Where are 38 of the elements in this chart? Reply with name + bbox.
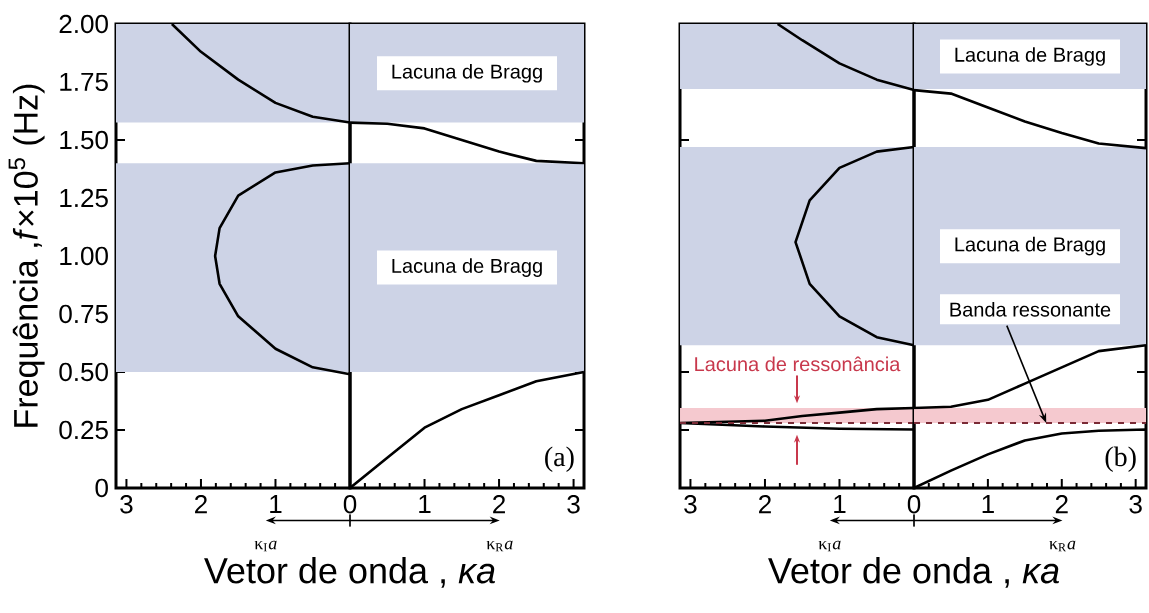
band-label: Lacuna de Bragg xyxy=(955,236,1105,256)
annotation: (b) xyxy=(1105,446,1136,472)
x-tick-label: 2 xyxy=(493,495,505,514)
x-tick-label: 2 xyxy=(759,495,771,514)
y-tick-label: 1.25 xyxy=(60,188,108,208)
band-label: Lacuna de Bragg xyxy=(955,47,1105,66)
text: κ$_{R}$a xyxy=(486,540,513,552)
x-axis-title: Vetor de onda , κa xyxy=(204,557,495,588)
band-label: Lacuna de Bragg xyxy=(392,258,542,277)
x-tick-label: 3 xyxy=(567,495,580,514)
x-tick-label: 3 xyxy=(684,495,697,514)
y-tick-label: 1.75 xyxy=(60,72,108,92)
y-tick-label: 2.00 xyxy=(59,14,108,34)
x-tick-label: 1 xyxy=(270,495,282,513)
y-tick-label: 0 xyxy=(95,478,108,498)
x-tick-label: 2 xyxy=(1055,495,1068,514)
x-tick-label: 1 xyxy=(982,495,994,513)
y-tick-label: 0.50 xyxy=(59,362,108,382)
x-axis-title: Vetor de onda , κa xyxy=(768,557,1059,588)
y-tick-label: 1.50 xyxy=(60,130,108,150)
x-tick-label: 0 xyxy=(343,495,357,514)
y-axis-title: Frequência ,f×10$^{5}$ (Hz) xyxy=(8,84,45,427)
y-tick-label: 0.75 xyxy=(59,304,108,324)
y-tick-label: 0.25 xyxy=(59,420,108,440)
y-tick-label: 1.00 xyxy=(60,246,108,266)
band-label: Lacuna de Bragg xyxy=(392,63,542,83)
band-label: Lacuna de ressonância xyxy=(695,356,901,372)
text: κ$_{I}$a xyxy=(254,540,277,552)
x-tick-label: 3 xyxy=(1129,495,1142,514)
annotation: (a) xyxy=(545,446,574,472)
text: κ$_{I}$a xyxy=(818,540,841,552)
text: κ$_{R}$a xyxy=(1049,540,1076,552)
ref-line-label: Banda ressonante xyxy=(950,302,1111,317)
x-tick-label: 3 xyxy=(120,495,133,514)
x-tick-label: 1 xyxy=(834,495,846,513)
x-tick-label: 2 xyxy=(195,495,207,514)
x-tick-label: 0 xyxy=(907,495,921,514)
x-tick-label: 1 xyxy=(419,495,431,513)
